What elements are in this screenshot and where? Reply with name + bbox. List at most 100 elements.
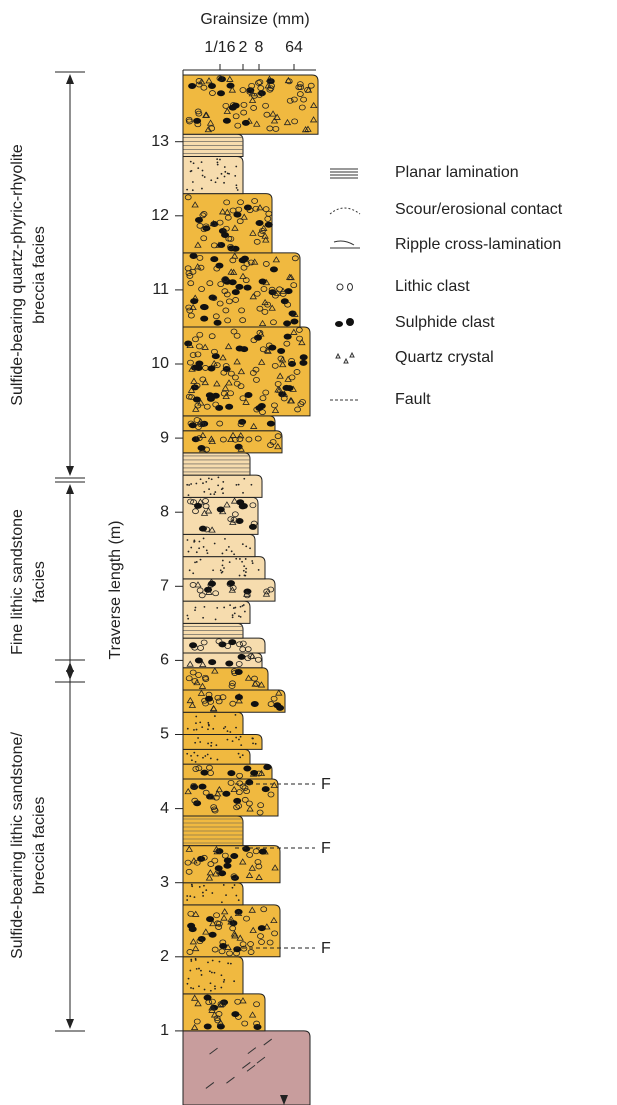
- sand-dot: [195, 716, 197, 718]
- bed: [183, 475, 262, 497]
- sand-dot: [221, 173, 223, 175]
- sand-dot: [245, 558, 247, 560]
- arrow-head: [66, 74, 74, 84]
- sulphide-clast: [236, 499, 244, 505]
- sulphide-clast: [224, 857, 232, 863]
- length-tick-label: 2: [160, 948, 169, 965]
- sand-dot: [242, 543, 244, 545]
- length-tick-label: 6: [160, 652, 169, 669]
- sand-dot: [240, 736, 242, 738]
- sand-dot: [208, 488, 210, 490]
- sulphide-clast: [215, 405, 223, 411]
- bed: [183, 735, 262, 750]
- sulphide-clast: [244, 392, 252, 398]
- sand-dot: [188, 551, 190, 553]
- sand-dot: [203, 885, 205, 887]
- sulphide-clast: [229, 105, 237, 111]
- sulphide-clast: [190, 298, 198, 304]
- sand-dot: [210, 758, 212, 760]
- sulphide-clast: [225, 660, 233, 666]
- sand-dot: [203, 491, 205, 493]
- sand-dot: [188, 978, 190, 980]
- sand-dot: [206, 550, 208, 552]
- sand-dot: [227, 730, 229, 732]
- bed: [183, 601, 250, 623]
- sulphide-clast: [198, 445, 206, 451]
- sulphide-clast: [200, 316, 208, 322]
- sand-dot: [202, 892, 204, 894]
- length-tick-label: 5: [160, 726, 169, 743]
- sulphide-clast: [236, 345, 244, 351]
- length-tick-label: 3: [160, 874, 169, 891]
- legend-label: Scour/erosional contact: [395, 201, 563, 218]
- sand-dot: [214, 972, 216, 974]
- stratigraphic-log: Grainsize (mm) Traverse length (m) 1/162…: [0, 0, 617, 1105]
- bed: [183, 957, 243, 994]
- sand-dot: [211, 892, 213, 894]
- sand-dot: [199, 541, 201, 543]
- length-tick-label: 10: [151, 355, 169, 372]
- sand-dot: [215, 744, 217, 746]
- sulphide-clast: [262, 786, 270, 792]
- sand-dot: [224, 176, 226, 178]
- sand-dot: [238, 753, 240, 755]
- sulphide-clast: [242, 846, 250, 852]
- sand-dot: [193, 162, 195, 164]
- sand-dot: [190, 547, 192, 549]
- sand-dot: [255, 743, 257, 745]
- sand-dot: [191, 884, 193, 886]
- sulphide-clast: [259, 849, 267, 855]
- sand-dot: [191, 759, 193, 761]
- sand-dot: [235, 737, 237, 739]
- sulphide-clast: [222, 791, 230, 797]
- sand-dot: [238, 739, 240, 741]
- sulphide-clast: [251, 701, 259, 707]
- sulphide-clast: [188, 83, 196, 89]
- bed: [183, 712, 243, 734]
- sand-dot: [234, 612, 236, 614]
- sand-dot: [195, 607, 197, 609]
- sand-dot: [235, 166, 237, 168]
- sand-dot: [216, 607, 218, 609]
- sand-dot: [193, 541, 195, 543]
- sym: [346, 318, 354, 326]
- sand-dot: [196, 968, 198, 970]
- sulphide-clast: [244, 285, 252, 291]
- sand-dot: [198, 968, 200, 970]
- sand-dot: [249, 547, 251, 549]
- sand-dot: [221, 974, 223, 976]
- sand-dot: [241, 561, 243, 563]
- sym: [330, 208, 360, 214]
- sand-dot: [189, 895, 191, 897]
- sand-dot: [201, 974, 203, 976]
- sand-dot: [207, 552, 209, 554]
- sulphide-clast: [242, 120, 250, 126]
- sand-dot: [201, 726, 203, 728]
- sand-dot: [239, 575, 241, 577]
- sand-dot: [233, 607, 235, 609]
- sand-dot: [190, 755, 192, 757]
- length-tick-label: 13: [151, 133, 169, 150]
- sand-dot: [195, 761, 197, 763]
- sand-dot: [251, 560, 253, 562]
- sulphide-clast: [230, 853, 238, 859]
- sand-dot: [233, 980, 235, 982]
- sulphide-clast: [192, 436, 200, 442]
- sand-dot: [235, 714, 237, 716]
- grainsize-tick-label: 2: [239, 39, 248, 56]
- legend-symbol: [337, 284, 353, 291]
- sulphide-clast: [235, 284, 243, 290]
- sulphide-clast: [200, 770, 208, 776]
- sulphide-clast: [299, 360, 307, 366]
- sand-dot: [208, 477, 210, 479]
- sand-dot: [210, 493, 212, 495]
- sand-dot: [202, 175, 204, 177]
- sand-dot: [203, 538, 205, 540]
- sand-dot: [186, 189, 188, 191]
- sand-dot: [222, 553, 224, 555]
- sand-dot: [230, 963, 232, 965]
- sand-dot: [200, 478, 202, 480]
- sand-dot: [191, 885, 193, 887]
- sand-dot: [222, 488, 224, 490]
- fault-label: F: [321, 940, 331, 957]
